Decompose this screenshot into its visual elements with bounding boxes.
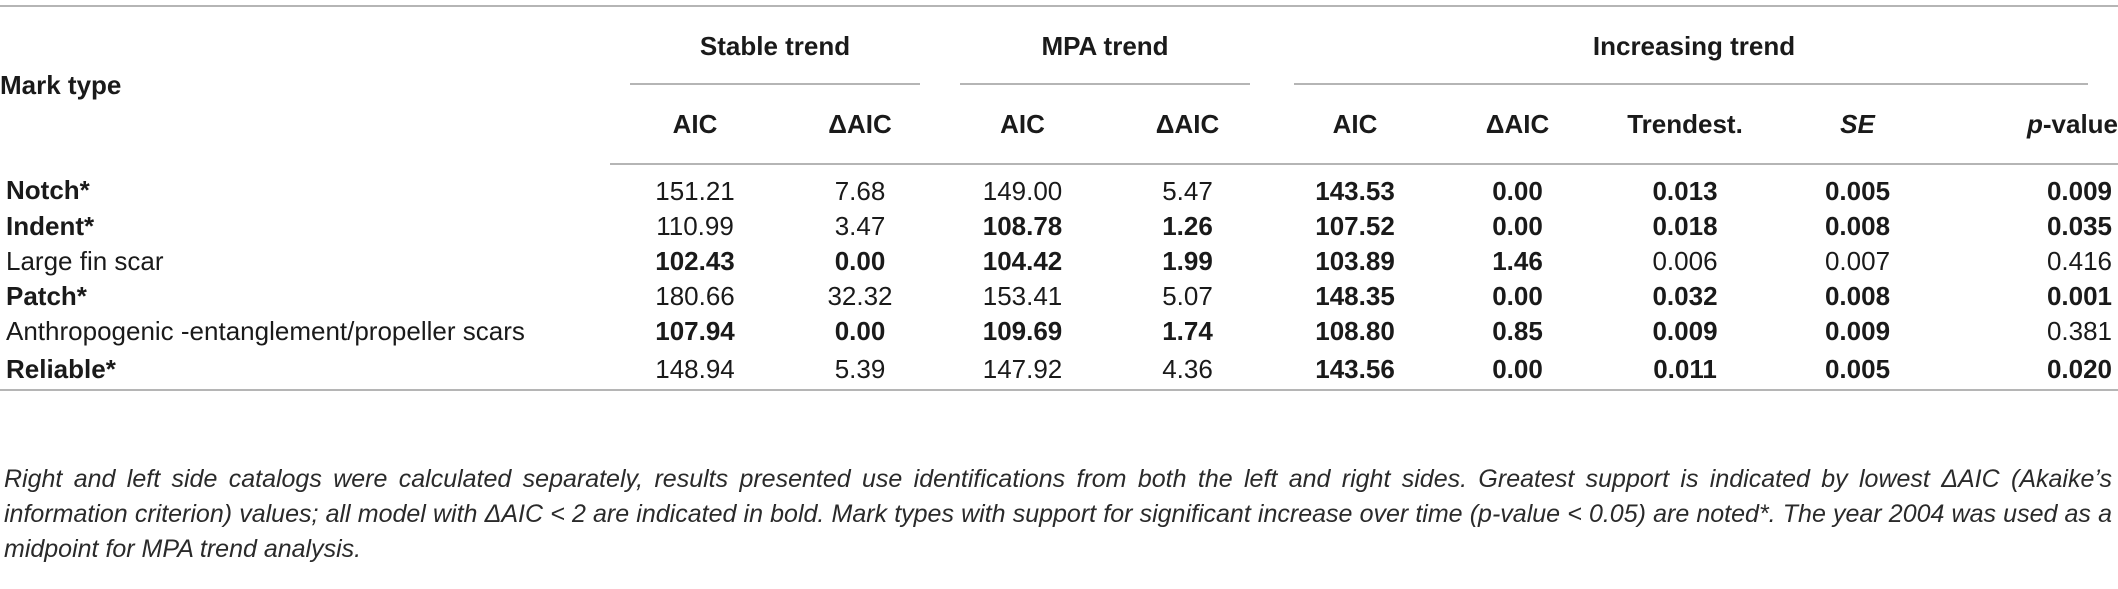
mpa-aic: 109.69	[982, 316, 1063, 346]
p-value: 0.381	[2046, 316, 2113, 346]
mpa-daic: 5.47	[1162, 175, 1213, 206]
stable-daic: 0.00	[834, 316, 886, 346]
stable-daic: 7.68	[834, 175, 886, 206]
stable-trend-header: Stable trend	[610, 6, 940, 85]
stable-daic: 3.47	[834, 211, 886, 241]
mark-name: Anthropogenic -entanglement/propeller sc…	[6, 316, 525, 346]
stable-daic: 32.32	[827, 281, 893, 311]
mark-name: Notch*	[6, 175, 90, 205]
mpa-aic-header: AIC	[940, 85, 1105, 165]
inc-daic: 0.00	[1492, 281, 1543, 311]
table-row: Indent* 110.99 3.47 108.78 1.26 107.52 0…	[0, 209, 2118, 244]
stable-daic: 5.39	[780, 349, 940, 391]
stable-aic: 180.66	[655, 281, 735, 311]
inc-daic: 0.00	[1440, 349, 1596, 391]
stable-trend-label: Stable trend	[699, 30, 851, 61]
p-value: 0.009	[2046, 175, 2113, 206]
inc-aic: 148.35	[1315, 281, 1395, 311]
increasing-trend-label: Increasing trend	[1592, 30, 1796, 61]
p-value: 0.001	[2046, 281, 2113, 311]
inc-daic: 0.00	[1492, 211, 1543, 241]
p-value: 0.035	[2046, 211, 2113, 241]
inc-aic: 143.56	[1270, 349, 1441, 391]
mpa-aic: 108.78	[982, 211, 1063, 241]
inc-aic-header: AIC	[1270, 85, 1441, 165]
mpa-daic: 1.99	[1162, 246, 1213, 276]
p-value: 0.020	[1940, 349, 2118, 391]
stable-daic-header: ΔAIC	[780, 85, 940, 165]
se-header: SE	[1775, 85, 1941, 165]
trendest-header: Trendest.	[1595, 85, 1776, 165]
mark-name: Reliable*	[0, 349, 610, 391]
inc-aic: 108.80	[1315, 316, 1395, 346]
stable-aic: 151.21	[655, 175, 735, 206]
mpa-daic: 5.07	[1162, 281, 1213, 311]
mark-type-header: Mark type	[0, 70, 122, 100]
stable-aic: 148.94	[610, 349, 780, 391]
trendest: 0.009	[1652, 316, 1718, 346]
increasing-trend-header: Increasing trend	[1270, 6, 2118, 85]
inc-aic: 103.89	[1315, 246, 1395, 276]
mpa-trend-label: MPA trend	[1041, 30, 1169, 61]
sub-header-row: AIC ΔAIC AIC ΔAIC AIC ΔAIC Trendest. SE …	[0, 85, 2118, 165]
inc-aic: 143.53	[1315, 175, 1395, 206]
trendest: 0.032	[1652, 281, 1718, 311]
se: 0.007	[1824, 246, 1891, 276]
stable-aic: 107.94	[655, 316, 735, 346]
stable-daic: 0.00	[834, 246, 886, 276]
trendest: 0.006	[1652, 246, 1718, 276]
mpa-daic: 1.74	[1162, 316, 1213, 346]
trendest: 0.013	[1652, 175, 1718, 206]
table-row: Patch* 180.66 32.32 153.41 5.07 148.35 0…	[0, 279, 2118, 314]
mpa-daic-header: ΔAIC	[1105, 85, 1271, 165]
trendest: 0.011	[1595, 349, 1776, 391]
mpa-daic: 4.36	[1105, 349, 1271, 391]
se: 0.005	[1775, 349, 1941, 391]
inc-daic: 0.85	[1492, 316, 1543, 346]
table-row: Notch* 151.21 7.68 149.00 5.47 143.53 0.…	[0, 164, 2118, 209]
mark-name: Patch*	[6, 281, 87, 311]
stable-aic-header: AIC	[610, 85, 780, 165]
table-row: Large fin scar 102.43 0.00 104.42 1.99 1…	[0, 244, 2118, 279]
table-footnote: Right and left side catalogs were calcul…	[4, 465, 2112, 563]
se: 0.009	[1824, 316, 1891, 346]
mark-name: Indent*	[6, 211, 95, 241]
results-table: Mark type Stable trend MPA trend Increas…	[0, 5, 2118, 391]
trendest: 0.018	[1652, 211, 1718, 241]
se: 0.008	[1824, 281, 1891, 311]
p-value: 0.416	[2046, 246, 2113, 276]
stable-aic: 110.99	[656, 211, 734, 241]
inc-daic: 0.00	[1492, 175, 1543, 206]
se: 0.005	[1824, 175, 1891, 206]
p-value-header: p-value	[1940, 85, 2118, 165]
mark-name: Large fin scar	[6, 246, 164, 276]
inc-daic-header: ΔAIC	[1440, 85, 1596, 165]
mpa-aic: 104.42	[982, 246, 1063, 276]
mpa-daic: 1.26	[1162, 211, 1213, 241]
inc-aic: 107.52	[1315, 211, 1395, 241]
group-header-row: Mark type Stable trend MPA trend Increas…	[0, 6, 2118, 100]
inc-daic: 1.46	[1492, 246, 1543, 276]
mpa-aic: 149.00	[982, 175, 1063, 206]
mpa-trend-header: MPA trend	[940, 6, 1270, 85]
table-row: Reliable* 148.94 5.39 147.92 4.36 143.56…	[0, 349, 2118, 391]
mpa-aic: 153.41	[982, 281, 1063, 311]
table-row: Anthropogenic -entanglement/propeller sc…	[0, 314, 2118, 349]
stable-aic: 102.43	[655, 246, 735, 276]
mpa-aic: 147.92	[940, 349, 1105, 391]
se: 0.008	[1824, 211, 1891, 241]
